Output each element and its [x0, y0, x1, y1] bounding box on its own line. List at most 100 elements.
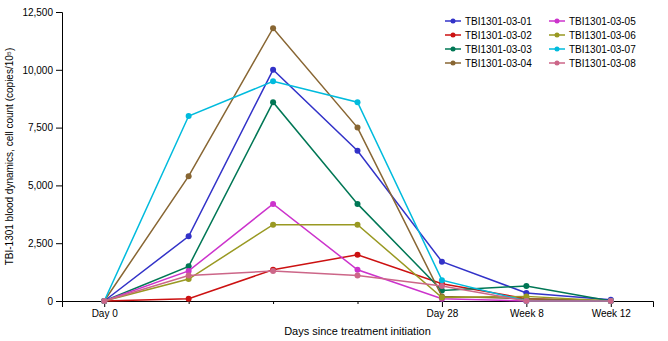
legend-label: TBI1301-03-07 [569, 44, 636, 55]
point [101, 298, 107, 304]
legend-item: TBI1301-03-04 [445, 58, 532, 69]
tick-label: 12,500 [22, 7, 53, 18]
series-markers [101, 252, 614, 304]
legend-swatch-marker [555, 19, 560, 24]
legend-item: TBI1301-03-07 [549, 44, 636, 55]
point [270, 201, 276, 207]
legend-label: TBI1301-03-06 [569, 30, 636, 41]
point [270, 99, 276, 105]
legend-swatch-marker [555, 47, 560, 52]
legend-swatch-marker [451, 33, 456, 38]
point [270, 222, 276, 228]
marks [101, 25, 614, 304]
legend-item: TBI1301-03-03 [445, 44, 532, 55]
point [608, 298, 614, 304]
legend-swatch-marker [451, 19, 456, 24]
series-markers [101, 99, 614, 304]
point [186, 233, 192, 239]
point [355, 201, 361, 207]
series-markers [101, 222, 614, 304]
series-markers [101, 201, 614, 304]
x-axis-title: Days since treatment initiation [284, 325, 431, 337]
tick-mark [56, 243, 62, 244]
series-markers [101, 78, 614, 304]
axis-line [63, 302, 654, 308]
tick-label: 10,000 [22, 65, 53, 76]
series-markers [101, 25, 614, 304]
tick-mark [56, 185, 62, 186]
legend-swatch-marker [555, 33, 560, 38]
legend-label: TBI1301-03-08 [569, 58, 636, 69]
series-markers [101, 268, 614, 304]
point [439, 295, 445, 301]
y-axis-title: TBI-1301 blood dynamics, cell count (cop… [4, 48, 15, 266]
point [608, 298, 614, 304]
legend-item: TBI1301-03-06 [549, 30, 636, 41]
series-line [104, 225, 611, 301]
point [355, 222, 361, 228]
axis-line [56, 13, 63, 302]
tick-mark [442, 301, 443, 307]
legend-label: TBI1301-03-04 [465, 58, 532, 69]
tick-label: 7,500 [28, 122, 53, 133]
tick-label: Week 8 [510, 308, 544, 319]
point [101, 298, 107, 304]
x-axis: Day 0Day 28Week 8Week 12 [63, 301, 654, 319]
point [186, 173, 192, 179]
point [355, 148, 361, 154]
series-line [104, 81, 611, 301]
chart: 02,5005,0007,50010,00012,500Day 0Day 28W… [0, 0, 668, 341]
point [270, 67, 276, 73]
point [523, 283, 529, 289]
tick-mark [56, 70, 62, 71]
legend-label: TBI1301-03-05 [569, 16, 636, 27]
point [439, 283, 445, 289]
tick-mark [358, 301, 359, 304]
point [101, 298, 107, 304]
legend-swatch-marker [555, 61, 560, 66]
legend-label: TBI1301-03-01 [465, 16, 532, 27]
point [270, 268, 276, 274]
tick: 2,500 [28, 238, 62, 249]
point [270, 78, 276, 84]
series-line [104, 204, 611, 301]
legend-swatch-marker [451, 61, 456, 66]
point [608, 298, 614, 304]
tick-label: 0 [47, 296, 53, 307]
legend-label: TBI1301-03-03 [465, 44, 532, 55]
point [355, 99, 361, 105]
tick-label: Day 28 [427, 308, 459, 319]
legend-item: TBI1301-03-01 [445, 16, 532, 27]
point [101, 298, 107, 304]
tick-mark [273, 301, 274, 304]
point [608, 298, 614, 304]
point [439, 277, 445, 283]
point [608, 298, 614, 304]
series-line [104, 70, 611, 301]
point [439, 259, 445, 265]
tick-label: 5,000 [28, 180, 53, 191]
tick [273, 301, 274, 304]
legend-swatch-marker [451, 47, 456, 52]
series-markers [101, 67, 614, 304]
legend-item: TBI1301-03-02 [445, 30, 532, 41]
series-line [104, 255, 611, 301]
tick: 10,000 [22, 65, 62, 76]
point [186, 113, 192, 119]
legend-label: TBI1301-03-02 [465, 30, 532, 41]
tick: 12,500 [22, 7, 62, 18]
tick-label: Week 12 [592, 308, 632, 319]
point [355, 273, 361, 279]
series-line [104, 271, 611, 301]
tick-mark [56, 128, 62, 129]
point [523, 298, 529, 304]
point [608, 298, 614, 304]
tick-mark [56, 301, 62, 302]
legend-item: TBI1301-03-05 [549, 16, 636, 27]
point [101, 298, 107, 304]
y-axis: 0 2,500 5,000 7,500 10,000 12,500 [22, 7, 62, 307]
tick [358, 301, 359, 304]
series-line [104, 102, 611, 301]
point [608, 298, 614, 304]
legend-item: TBI1301-03-08 [549, 58, 636, 69]
